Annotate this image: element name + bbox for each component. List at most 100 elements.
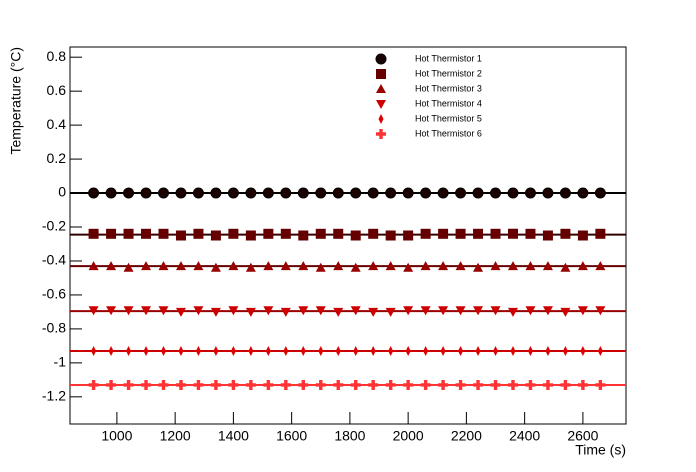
data-point bbox=[403, 306, 414, 316]
y-tick-label: -1.2 bbox=[42, 388, 66, 404]
data-point bbox=[106, 379, 117, 390]
legend-marker bbox=[376, 84, 386, 93]
data-point bbox=[88, 187, 100, 199]
data-point bbox=[560, 379, 571, 390]
data-point bbox=[298, 379, 309, 390]
data-point bbox=[368, 307, 379, 317]
data-point bbox=[420, 228, 431, 239]
x-tick-label: 1200 bbox=[160, 428, 191, 444]
data-point bbox=[455, 228, 466, 239]
data-point bbox=[438, 228, 449, 239]
data-point bbox=[210, 262, 221, 272]
legend-label: Hot Thermistor 1 bbox=[415, 53, 482, 63]
data-point bbox=[423, 345, 429, 356]
data-point bbox=[157, 187, 169, 199]
data-point bbox=[315, 306, 326, 316]
data-point bbox=[472, 187, 484, 199]
data-point bbox=[333, 261, 344, 271]
data-point bbox=[420, 187, 432, 199]
data-point bbox=[106, 261, 117, 271]
data-point bbox=[230, 345, 236, 356]
data-point bbox=[263, 306, 274, 316]
legend-label: Hot Thermistor 3 bbox=[415, 83, 482, 93]
data-point bbox=[158, 228, 169, 239]
data-point bbox=[455, 306, 466, 316]
data-point bbox=[141, 379, 152, 390]
data-point bbox=[88, 228, 99, 239]
data-point bbox=[525, 261, 536, 271]
data-point bbox=[175, 307, 186, 317]
y-tick-label: -1 bbox=[54, 354, 67, 370]
data-point bbox=[545, 345, 551, 356]
data-point bbox=[420, 306, 431, 316]
data-point bbox=[403, 379, 414, 390]
data-point bbox=[350, 187, 362, 199]
y-tick-label: -0.4 bbox=[42, 252, 66, 268]
data-point bbox=[298, 230, 309, 241]
x-tick-label: 2600 bbox=[567, 428, 598, 444]
data-point bbox=[280, 187, 292, 199]
data-point bbox=[108, 345, 114, 356]
data-point bbox=[507, 379, 518, 390]
data-point bbox=[455, 261, 466, 271]
data-point bbox=[248, 345, 254, 356]
legend-marker bbox=[375, 53, 387, 65]
data-point bbox=[577, 261, 588, 271]
data-point bbox=[388, 345, 394, 356]
data-point bbox=[283, 345, 289, 356]
data-point bbox=[350, 306, 361, 316]
data-point bbox=[333, 228, 344, 239]
data-point bbox=[210, 379, 221, 390]
data-point bbox=[123, 228, 134, 239]
data-point bbox=[507, 261, 518, 271]
data-point bbox=[350, 379, 361, 390]
y-tick-label: -0.2 bbox=[42, 218, 66, 234]
legend-label: Hot Thermistor 6 bbox=[415, 128, 482, 138]
data-point bbox=[473, 262, 484, 272]
data-point bbox=[263, 379, 274, 390]
data-point bbox=[210, 307, 221, 317]
data-point bbox=[490, 228, 501, 239]
data-point bbox=[507, 228, 518, 239]
data-point bbox=[333, 307, 344, 317]
data-point bbox=[158, 306, 169, 316]
data-point bbox=[263, 228, 274, 239]
data-point bbox=[510, 345, 516, 356]
data-point bbox=[490, 187, 502, 199]
x-tick-label: 1000 bbox=[101, 428, 132, 444]
data-point bbox=[141, 261, 152, 271]
data-point bbox=[175, 261, 186, 271]
data-point bbox=[493, 345, 499, 356]
data-point bbox=[280, 261, 291, 271]
data-point bbox=[542, 261, 553, 271]
data-point bbox=[245, 379, 256, 390]
data-point bbox=[88, 379, 99, 390]
data-point bbox=[332, 187, 344, 199]
data-point bbox=[577, 306, 588, 316]
data-point bbox=[353, 345, 359, 356]
data-point bbox=[141, 228, 152, 239]
data-point bbox=[195, 345, 201, 356]
legend-label: Hot Thermistor 5 bbox=[415, 113, 482, 123]
data-point bbox=[525, 379, 536, 390]
data-point bbox=[438, 306, 449, 316]
legend-marker bbox=[376, 100, 386, 109]
legend-label: Hot Thermistor 2 bbox=[415, 68, 482, 78]
data-point bbox=[298, 306, 309, 316]
data-point bbox=[228, 261, 239, 271]
data-point bbox=[318, 345, 324, 356]
data-point bbox=[158, 261, 169, 271]
data-point bbox=[88, 306, 99, 316]
data-point bbox=[455, 379, 466, 390]
data-point bbox=[143, 345, 149, 356]
data-point bbox=[385, 187, 397, 199]
data-point bbox=[280, 307, 291, 317]
data-point bbox=[88, 261, 99, 271]
data-point bbox=[123, 187, 135, 199]
x-axis-title: Time (s) bbox=[575, 442, 626, 458]
data-point bbox=[315, 379, 326, 390]
data-point bbox=[335, 345, 341, 356]
data-point bbox=[106, 306, 117, 316]
